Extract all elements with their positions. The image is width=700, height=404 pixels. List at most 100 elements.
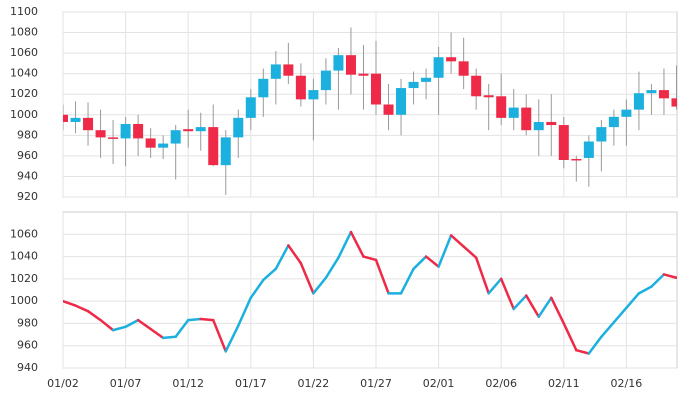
candle-body (496, 96, 507, 118)
line-segment (449, 234, 465, 248)
y-tick-label: 1040 (10, 67, 38, 80)
candle-body (95, 130, 106, 138)
x-tick-label: 02/06 (485, 377, 517, 390)
line-segment (662, 273, 677, 279)
line-segment (111, 325, 127, 332)
candle-body (446, 57, 457, 62)
line-segment (537, 296, 553, 318)
x-tick-label: 01/22 (298, 377, 330, 390)
line-segment (600, 321, 616, 339)
candle-body (133, 124, 144, 139)
line-segment (312, 276, 328, 295)
x-tick-label: 01/02 (47, 377, 79, 390)
line-segment (99, 318, 115, 332)
line-segment (136, 318, 152, 331)
candle-body (145, 138, 156, 148)
line-segment (262, 267, 278, 282)
candle-body (596, 127, 607, 142)
y-tick-label: 940 (17, 169, 38, 182)
candle-body (183, 129, 194, 132)
y-tick-label: 1080 (10, 26, 38, 39)
candle-body (571, 158, 582, 161)
candle-body (308, 90, 319, 100)
candle-body (671, 98, 677, 107)
line-segment (63, 299, 77, 307)
candle-body (270, 64, 281, 79)
candle-body (408, 81, 419, 89)
y-tick-label: 1040 (10, 250, 38, 263)
candle-body (333, 55, 344, 71)
line-segment (437, 234, 453, 268)
line-segment (199, 317, 215, 322)
candle-body (258, 78, 269, 98)
candle-body (533, 121, 544, 131)
line-segment (337, 230, 353, 259)
candle-body (371, 73, 381, 105)
line-segment (374, 258, 390, 295)
y-tick-label: 1020 (10, 272, 38, 285)
candle-body (358, 73, 369, 76)
line-segment (349, 230, 365, 258)
candle-body (283, 64, 294, 76)
line-segment (161, 335, 177, 340)
x-tick-label: 01/27 (360, 377, 392, 390)
line-segment (174, 318, 190, 339)
candle-body (63, 114, 68, 122)
line-segment (412, 255, 428, 271)
y-tick-label: 940 (17, 361, 38, 374)
x-tick-label: 02/16 (611, 377, 643, 390)
line-segment (424, 255, 440, 268)
line-segment (524, 294, 541, 318)
y-tick-label: 1100 (10, 5, 38, 18)
candle-body (646, 90, 657, 94)
line-segment (249, 278, 265, 300)
y-tick-label: 1060 (10, 46, 38, 59)
line-segment (550, 296, 566, 325)
y-tick-label: 920 (17, 190, 38, 203)
line-segment (650, 273, 666, 288)
candle-body (521, 107, 532, 131)
candle-body (120, 124, 131, 139)
plot-area (62, 211, 678, 369)
line-segment (487, 277, 503, 295)
line-segment (512, 294, 528, 311)
line-segment (299, 262, 315, 295)
candle-body (421, 77, 432, 82)
line-segment (612, 306, 628, 324)
y-tick-label: 960 (17, 149, 38, 162)
candle-body (195, 127, 206, 132)
candle-body (345, 55, 356, 75)
candle-body (170, 130, 181, 144)
line-segment (237, 296, 253, 327)
x-tick-label: 01/07 (110, 377, 142, 390)
candle-body (295, 75, 306, 100)
y-tick-label: 960 (17, 339, 38, 352)
candle-body (558, 125, 569, 160)
x-tick-label: 02/11 (548, 377, 580, 390)
line-segment (211, 318, 228, 353)
candle-body (608, 116, 619, 128)
line-segment (149, 327, 165, 340)
x-tick-label: 01/17 (235, 377, 267, 390)
y-tick-label: 1020 (10, 87, 38, 100)
candle-body (245, 97, 256, 118)
line-segment (575, 348, 591, 355)
line-segment (274, 244, 290, 271)
line-segment (224, 324, 240, 353)
y-tick-label: 1000 (10, 108, 38, 121)
line-segment (186, 317, 202, 322)
line-segment (625, 292, 641, 310)
line-segment (462, 245, 478, 259)
candle-body (108, 137, 119, 139)
candle-body (508, 107, 519, 118)
line-segment (399, 267, 415, 295)
line-segment (637, 285, 653, 295)
candle-body (433, 57, 444, 78)
candle-body (583, 141, 594, 158)
candle-body (633, 93, 644, 110)
candle-body (70, 117, 81, 122)
line-segment (362, 255, 378, 262)
plot-area (62, 11, 678, 198)
series (63, 27, 677, 195)
